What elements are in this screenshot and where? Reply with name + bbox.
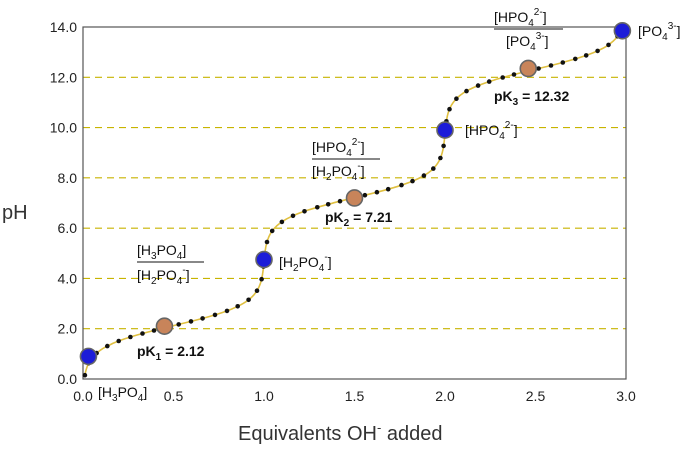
x-tick-5: 2.5 [526,388,546,404]
data-point-22 [279,219,285,225]
x-tick-6: 3.0 [616,388,636,404]
equivalence-point-1 [79,347,98,366]
data-point-25 [315,205,320,210]
data-point-17 [259,276,264,282]
data-point-53 [595,48,600,54]
data-point-11 [200,316,205,321]
data-point-46 [511,72,517,77]
data-point-7 [151,328,157,333]
y-tick-0: 0.0 [58,371,78,387]
data-point-20 [264,239,270,245]
fraction-2-denominator: [H2PO4-] [312,161,365,183]
data-point-35 [431,166,436,171]
data-point-0 [82,372,88,378]
y-tick-5: 10.0 [50,120,77,136]
titration-curve [84,29,622,376]
data-point-45 [500,75,506,80]
y-tick-7: 14.0 [50,19,77,35]
x-tick-4: 2.0 [435,388,455,404]
data-point-4 [116,338,121,344]
fraction-1-numerator: [H3PO4] [137,242,186,262]
x-tick-3: 1.5 [345,388,365,404]
data-point-52 [583,53,589,58]
x-axis-title-tail: added [381,423,442,445]
y-tick-4: 8.0 [58,170,78,186]
y-tick-6: 12.0 [50,69,77,85]
x-axis-title-main: Equivalents OH [238,423,377,445]
data-point-36 [438,155,443,161]
data-point-3 [105,343,110,349]
data-point-16 [254,288,260,294]
y-tick-2: 4.0 [58,270,78,286]
data-point-31 [385,186,391,192]
x-tick-0: 0.0 [73,388,93,404]
data-point-13 [224,308,230,314]
data-point-24 [302,209,307,214]
pk1-label: pK1 = 2.12 [137,343,205,363]
data-point-49 [548,63,554,68]
fraction-1-denominator: [H2PO4-] [137,265,190,287]
x-tick-2: 1.0 [254,388,274,404]
data-point-27 [337,198,343,204]
data-point-30 [374,189,380,195]
data-point-6 [140,331,145,336]
data-point-37 [441,143,446,149]
data-point-34 [421,173,427,178]
y-axis-title: pH [2,202,28,224]
fraction-2-numerator: [HPO42-] [312,137,365,159]
data-point-21 [269,228,275,234]
x-axis-title-sup: - [377,420,381,435]
data-point-50 [560,60,566,65]
data-point-14 [235,304,240,309]
data-point-29 [362,192,368,198]
data-point-51 [573,56,578,62]
data-point-23 [290,213,296,219]
data-point-40 [447,106,452,112]
equivalence-point-2 [255,250,273,269]
data-point-48 [536,66,541,71]
plot-frame [82,26,627,380]
markers [79,21,632,366]
data-point-15 [246,297,251,303]
ratio-fraction-1: [H3PO4] [H2PO4-] [137,242,204,287]
label-h3po4-start: [H3PO4] [98,384,147,404]
pk-point-3 [519,59,538,78]
data-point-54 [606,42,611,48]
ratio-fraction-2: [HPO42-] [H2PO4-] [312,137,380,183]
ratio-fraction-3: [HPO42-] [PO43-] [494,7,563,53]
data-point-41 [454,96,459,101]
pk-point-2 [345,189,364,207]
fraction-3-numerator: [HPO42-] [494,7,547,29]
label-eq1: [H2PO4-] [279,252,332,274]
x-axis-title: Equivalents OH- added [238,420,442,445]
pk-point-1 [155,317,174,336]
fraction-3-denominator: [PO43-] [506,31,548,53]
pk2-label: pK2 = 7.21 [325,209,393,229]
data-point-5 [128,334,133,340]
data-point-12 [212,312,218,318]
pk3-label: pK3 = 12.32 [494,88,569,108]
axis-ticks: 0.0 2.0 4.0 6.0 8.0 10.0 12.0 14.0 0.0 0.5 1.0 1.5 2… [50,19,636,404]
data-point-9 [176,322,181,327]
grid-lines [83,76,626,330]
equivalence-point-3 [436,121,454,139]
data-point-26 [325,202,331,207]
equivalence-point-4 [613,21,632,40]
y-tick-3: 6.0 [58,220,78,236]
data-point-10 [188,319,194,324]
data-point-42 [464,88,469,94]
label-eq3: [PO43-] [638,21,680,43]
data-point-32 [399,182,404,188]
y-tick-1: 2.0 [58,321,78,337]
data-point-43 [475,83,481,88]
label-eq2: [HPO42-] [465,120,518,142]
data-point-44 [486,79,492,84]
x-tick-1: 0.5 [164,388,184,404]
data-point-33 [410,178,415,184]
